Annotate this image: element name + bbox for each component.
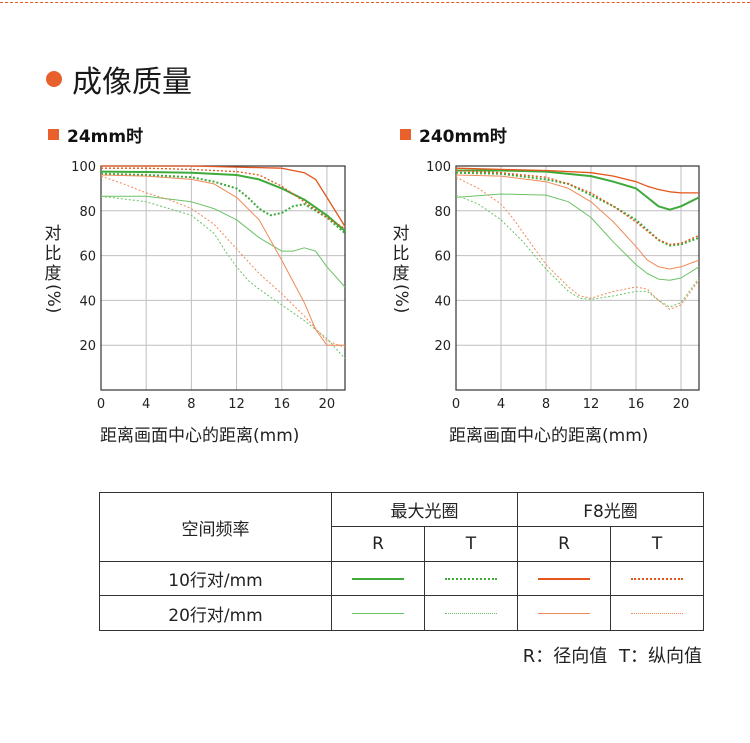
chart-2-y-tick-label: 80: [434, 205, 451, 220]
square-bullet-icon: [48, 128, 59, 140]
chart-2-series-line-6: [455, 169, 700, 246]
chart-2-y-tick-label: 60: [434, 250, 451, 265]
legend-cell: [331, 595, 425, 631]
legend-row-label-10lp: 10行对/mm: [99, 561, 332, 596]
chart-2-x-tick-label: 8: [542, 397, 550, 412]
chart-1-y-tick-label: 100: [71, 160, 96, 175]
legend-subheader-t: T: [424, 526, 518, 562]
chart-2-x-tick-label: 0: [452, 397, 460, 412]
chart-2-x-tick-label: 16: [628, 397, 645, 412]
legend-cell: [517, 561, 611, 596]
chart-2-x-axis-label: 距离画面中心的距离(mm): [449, 426, 649, 446]
chart-2-title-row: 240mm时: [400, 122, 507, 147]
legend-header-f8-aperture: F8光圈: [516, 492, 705, 527]
legend-corner-label: 空间频率: [99, 492, 332, 562]
legend-swatch-green-solid-thin: [352, 612, 404, 614]
y-axis-label-char: 度: [392, 264, 410, 284]
footnote-colon: ：: [535, 646, 554, 667]
legend-swatch-green-dotted-thin: [445, 612, 497, 614]
chart-1-title: 24mm时: [67, 126, 144, 147]
legend-cell: [609, 561, 705, 596]
chart-1-series-line-5: [101, 165, 346, 227]
chart-2-series-line-4: [455, 194, 700, 308]
chart-2-plot-frame: [455, 165, 700, 391]
chart-1-x-tick-label: 8: [187, 397, 195, 412]
legend-swatch-orange-dotted-thick: [631, 577, 683, 580]
y-axis-label-char: 度: [44, 264, 62, 284]
legend-header-max-aperture: 最大光圈: [331, 492, 518, 527]
chart-2-series-line-2: [455, 171, 700, 247]
legend-cell: [517, 595, 611, 631]
chart-1-series-line-1: [100, 170, 346, 232]
section-header: 成像质量: [46, 56, 192, 102]
chart-2-x-tick-label: 12: [583, 397, 600, 412]
chart-1-x-tick-label: 12: [228, 397, 245, 412]
section-title: 成像质量: [72, 65, 192, 100]
bullet-dot-icon: [46, 71, 62, 87]
legend-subheader-r: R: [331, 526, 425, 562]
y-axis-label-char: 比: [392, 244, 410, 264]
legend-swatch-orange-solid-thin: [538, 612, 590, 614]
chart-1-series-line-4: [100, 195, 346, 359]
chart-1-series-line-8: [100, 175, 346, 348]
legend-row-label-20lp: 20行对/mm: [99, 595, 332, 631]
y-axis-label-char: 对: [44, 224, 62, 244]
footnote-t-desc: 纵向值: [648, 646, 702, 667]
chart-1-x-axis-label: 距离画面中心的距离(mm): [100, 426, 300, 446]
chart-2-series-line-3: [455, 193, 700, 281]
legend-cell: [424, 595, 518, 631]
legend-cell: [424, 561, 518, 596]
y-axis-label-char: 对: [392, 224, 410, 244]
footnote-r-key: R: [522, 646, 536, 667]
chart-1-y-tick-label: 40: [79, 294, 96, 309]
chart-1-y-tick-label: 20: [79, 339, 96, 354]
chart-2-title: 240mm时: [419, 126, 507, 147]
chart-1-series-line-3: [101, 195, 346, 288]
chart-1-y-tick-label: 80: [79, 205, 96, 220]
chart-1-plot-frame: [100, 165, 346, 391]
chart-2-y-tick-label: 40: [434, 294, 451, 309]
chart-2-series-line-5: [455, 167, 699, 194]
chart-1-x-tick-label: 0: [97, 397, 105, 412]
footnote: R：径向值 T：纵向值: [523, 642, 702, 668]
chart-1-y-axis-label: 对 比 度 (%): [42, 224, 64, 313]
footnote-colon: ：: [630, 646, 648, 667]
chart-1-x-tick-label: 20: [319, 397, 336, 412]
legend-swatch-orange-solid-thick: [538, 577, 590, 580]
legend-swatch-green-solid-thick: [352, 577, 404, 580]
footnote-t-key: T: [619, 646, 630, 667]
legend-swatch-green-dotted-thick: [445, 577, 497, 580]
top-dashed-divider: [0, 2, 750, 3]
chart-2-x-tick-label: 4: [497, 397, 505, 412]
legend-subheader-t: T: [609, 526, 705, 562]
chart-2-y-axis-label: 对 比 度 (%): [390, 224, 412, 313]
chart-1-y-tick-label: 60: [79, 250, 96, 265]
chart-2-x-tick-label: 20: [673, 397, 690, 412]
legend-table: 空间频率 最大光圈 F8光圈 R T R T 10行对/mm 20行对/mm: [99, 492, 705, 631]
y-axis-label-char: (%): [391, 284, 411, 314]
mtf-charts: 0 4 8 12 16 20 20 40 60 80 100 0 4 8 12 16 20 20 40 60 80 100: [71, 160, 700, 412]
chart-2-y-tick-label: 20: [434, 339, 451, 354]
chart-2-series-line-8: [455, 176, 700, 310]
square-bullet-icon: [400, 128, 411, 140]
chart-1-x-tick-label: 4: [142, 397, 150, 412]
legend-swatch-orange-dotted-thin: [631, 612, 683, 614]
y-axis-label-char: 比: [44, 244, 62, 264]
legend-cell: [609, 595, 705, 631]
chart-2-series-line-1: [456, 169, 700, 211]
chart-1-series-line-6: [101, 167, 346, 230]
chart-1-x-tick-label: 16: [273, 397, 290, 412]
footnote-r-desc: 径向值: [553, 646, 608, 667]
chart-1-series-line-7: [100, 174, 345, 346]
chart-1-title-row: 24mm时: [48, 122, 144, 147]
chart-2-series-line-7: [455, 174, 700, 270]
legend-subheader-r: R: [517, 526, 611, 562]
legend-cell: [331, 561, 425, 596]
chart-1-series-line-2: [100, 172, 346, 234]
y-axis-label-char: (%): [43, 284, 63, 314]
chart-2-y-tick-label: 100: [426, 160, 451, 175]
